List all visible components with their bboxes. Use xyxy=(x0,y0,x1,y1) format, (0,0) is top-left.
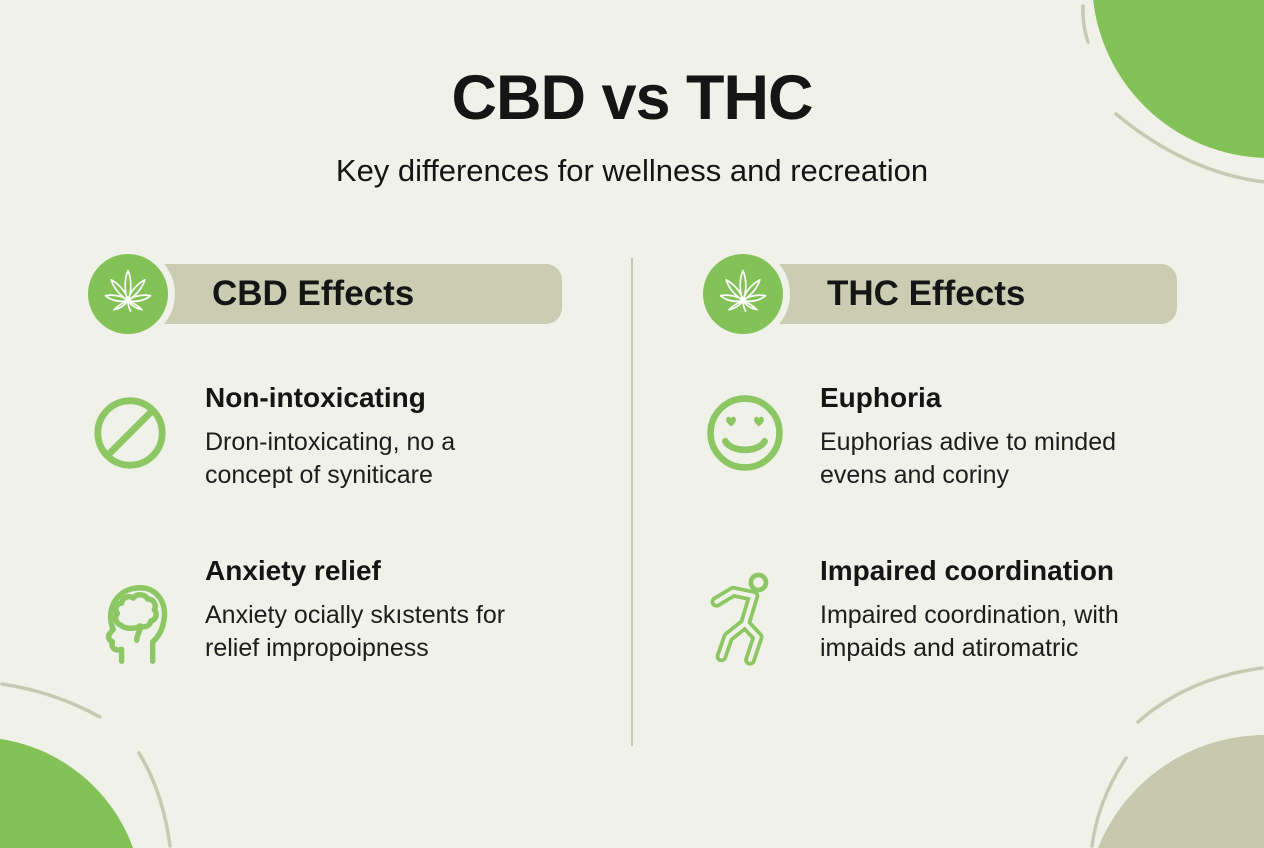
cbd-header-label: CBD Effects xyxy=(212,274,415,313)
item-title: Impaired coordination xyxy=(820,555,1115,586)
cbd-item-non-intoxicating: Non-intoxicating Dron-intoxicating, no a… xyxy=(88,382,568,492)
stumbling-person-icon xyxy=(703,569,787,669)
smiley-heart-eyes-icon xyxy=(703,392,787,474)
cbd-header-badge xyxy=(88,254,168,334)
corner-circle-bottom-left xyxy=(0,737,143,848)
thc-header-label: THC Effects xyxy=(827,274,1026,313)
item-desc: Euphorias adive to minded evens and cori… xyxy=(820,428,1117,489)
item-desc: Anxiety ocially skıstents for relief imp… xyxy=(205,601,506,662)
corner-circle-bottom-right xyxy=(1085,735,1264,848)
item-title: Euphoria xyxy=(820,382,942,413)
thc-item-euphoria: Euphoria Euphorias adive to minded evens… xyxy=(703,382,1183,492)
cannabis-leaf-icon xyxy=(715,264,771,325)
item-title: Non-intoxicating xyxy=(205,382,426,413)
thc-header-badge xyxy=(703,254,783,334)
item-title: Anxiety relief xyxy=(205,555,381,586)
cbd-item-anxiety-relief: Anxiety relief Anxiety ocially skıstents… xyxy=(88,555,568,669)
column-divider xyxy=(631,258,633,746)
brain-head-icon xyxy=(88,571,172,669)
cbd-header-pill: CBD Effects xyxy=(130,264,562,324)
no-sign-icon xyxy=(88,394,172,472)
item-desc: Impaired coordination, with impaids and … xyxy=(820,601,1119,662)
thc-item-impaired-coordination: Impaired coordination Impaired coordinat… xyxy=(703,555,1183,669)
page-title: CBD vs THC xyxy=(451,63,813,133)
thc-header-pill: THC Effects xyxy=(745,264,1177,324)
item-desc: Dron-intoxicating, no a concept of synit… xyxy=(205,428,456,489)
cannabis-leaf-icon xyxy=(100,264,156,325)
page-subtitle: Key differences for wellness and recreat… xyxy=(335,153,929,188)
